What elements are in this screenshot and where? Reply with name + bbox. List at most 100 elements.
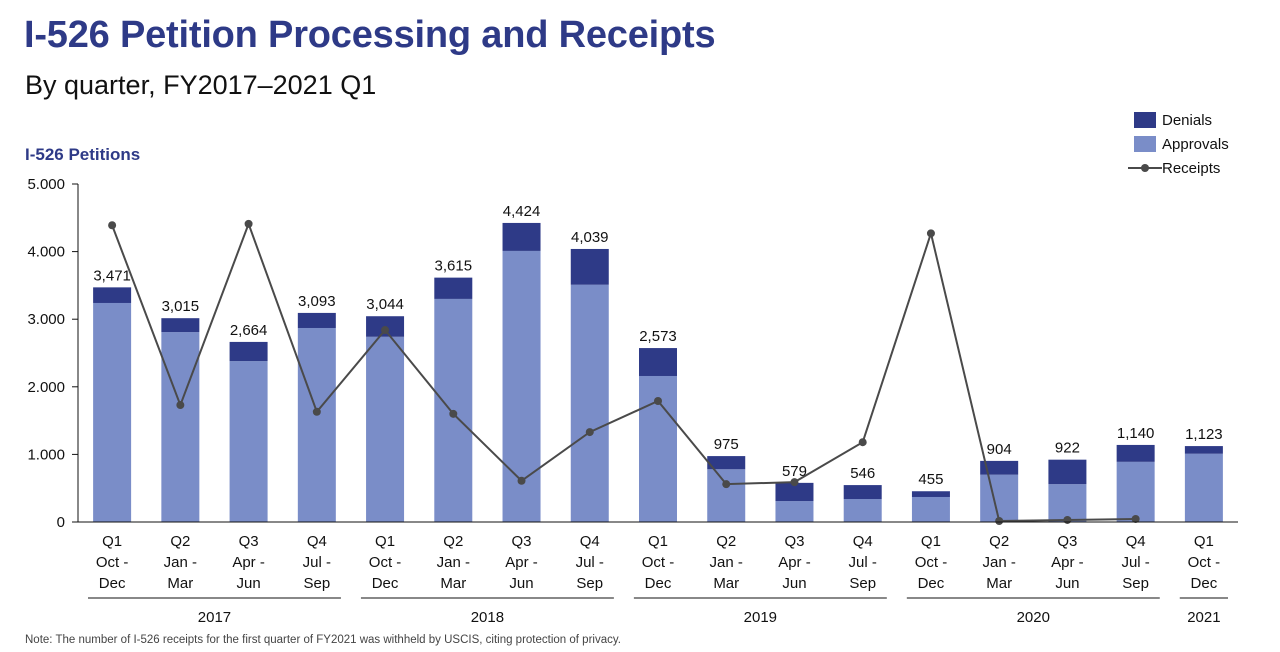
receipts-point xyxy=(108,221,117,230)
receipts-point xyxy=(790,478,799,487)
x-tick-label-quarter: Q1 xyxy=(1194,533,1214,550)
bar-approvals xyxy=(297,327,336,522)
x-tick-label-months-start: Jul - xyxy=(1121,554,1149,571)
chart-title: I-526 Petition Processing and Receipts xyxy=(24,14,716,56)
x-tick-label-quarter: Q4 xyxy=(580,533,600,550)
receipts-point xyxy=(176,401,185,410)
footnote: Note: The number of I-526 receipts for t… xyxy=(25,634,621,646)
bars xyxy=(93,222,1223,522)
bar-denials xyxy=(570,248,609,285)
legend-swatch-approvals xyxy=(1134,136,1156,152)
x-tick-label-months-end: Dec xyxy=(918,575,945,592)
legend-line-marker-receipts xyxy=(1128,160,1162,176)
data-label-total: 3,093 xyxy=(298,293,336,310)
data-labels: 3,471 3,015 2,664 3,093 3,044 3,615 4,424 4,039… xyxy=(93,203,1222,488)
x-tick-label-quarter: Q3 xyxy=(784,533,804,550)
bar-approvals xyxy=(1184,453,1223,522)
bar-denials xyxy=(707,456,746,470)
y-tick-label: 3.000 xyxy=(27,311,65,328)
data-label-total: 4,039 xyxy=(571,229,609,246)
x-tick-label-months-start: Oct - xyxy=(915,554,948,571)
data-label-total: 3,015 xyxy=(162,298,200,315)
bar-approvals xyxy=(1116,461,1155,522)
x-tick-label-months-start: Jan - xyxy=(710,554,743,571)
x-tick-label-months-end: Dec xyxy=(99,575,126,592)
x-tick-label-quarter: Q1 xyxy=(921,533,941,550)
receipts-line-path xyxy=(111,221,1136,522)
receipts-point xyxy=(517,476,526,485)
receipts-point xyxy=(858,438,867,447)
x-tick-label-months-end: Mar xyxy=(713,575,739,592)
x-tick-label-months-end: Jun xyxy=(236,575,260,592)
year-group-label: 2019 xyxy=(744,609,777,626)
x-tick-label-quarter: Q1 xyxy=(648,533,668,550)
x-tick-label-quarter: Q4 xyxy=(1126,533,1146,550)
data-label-total: 975 xyxy=(714,436,739,453)
x-tick-label-months-start: Apr - xyxy=(1051,554,1084,571)
legend-swatch-denials xyxy=(1134,112,1156,128)
x-tick-label-months-start: Oct - xyxy=(96,554,129,571)
data-label-total: 3,044 xyxy=(366,296,404,313)
bar-denials xyxy=(93,287,132,303)
legend-item-receipts: Receipts xyxy=(1128,156,1229,180)
legend-label-receipts: Receipts xyxy=(1162,159,1221,177)
receipts-point xyxy=(1063,515,1072,524)
data-label-total: 1,140 xyxy=(1117,425,1155,442)
legend-label-denials: Denials xyxy=(1162,111,1213,129)
x-tick-label-months-end: Dec xyxy=(372,575,399,592)
x-tick-label-months-end: Dec xyxy=(1191,575,1218,592)
data-label-total: 4,424 xyxy=(503,203,541,220)
bar-approvals xyxy=(161,332,200,522)
x-tick-label-months-start: Apr - xyxy=(505,554,538,571)
bar-approvals xyxy=(366,336,405,522)
x-tick-label-months-end: Mar xyxy=(986,575,1012,592)
bar-approvals xyxy=(911,496,950,522)
x-tick-label-months-start: Jul - xyxy=(849,554,877,571)
data-label-total: 922 xyxy=(1055,440,1080,457)
chart-subtitle: By quarter, FY2017–2021 Q1 xyxy=(25,70,377,100)
receipts-point xyxy=(449,409,458,418)
x-tick-label-months-start: Jul - xyxy=(576,554,604,571)
x-tick-label-months-end: Jun xyxy=(509,575,533,592)
y-tick-label: 0 xyxy=(57,514,65,531)
data-label-total: 3,615 xyxy=(435,258,473,275)
x-tick-label-quarter: Q3 xyxy=(512,533,532,550)
y-tick-label: 5.000 xyxy=(27,176,65,193)
bar-denials xyxy=(161,318,200,333)
data-label-total: 3,471 xyxy=(93,267,131,284)
year-group-label: 2017 xyxy=(198,609,231,626)
y-axis-title: I-526 Petitions xyxy=(25,145,141,164)
legend-item-denials: Denials xyxy=(1128,108,1229,132)
receipts-point xyxy=(585,428,594,437)
receipts-point xyxy=(312,407,321,416)
x-tick-label-months-end: Sep xyxy=(1122,575,1149,592)
data-label-total: 2,573 xyxy=(639,328,677,345)
x-tick-label-months-end: Sep xyxy=(303,575,330,592)
bar-denials xyxy=(775,482,814,502)
bar-denials xyxy=(1048,459,1087,485)
bar-denials xyxy=(229,341,268,362)
x-tick-label-quarter: Q2 xyxy=(443,533,463,550)
x-tick-label-quarter: Q3 xyxy=(1057,533,1077,550)
x-tick-label-months-start: Jan - xyxy=(437,554,470,571)
bar-approvals xyxy=(93,302,132,522)
x-tick-label-months-start: Apr - xyxy=(778,554,811,571)
bar-approvals xyxy=(980,474,1019,522)
y-tick-label: 2.000 xyxy=(27,379,65,396)
x-tick-label-quarter: Q2 xyxy=(170,533,190,550)
x-tick-label-months-end: Dec xyxy=(645,575,672,592)
bar-denials xyxy=(639,348,677,376)
x-tick-label-months-end: Sep xyxy=(576,575,603,592)
data-label-total: 1,123 xyxy=(1185,426,1223,443)
legend-item-approvals: Approvals xyxy=(1128,132,1229,156)
receipts-point xyxy=(722,480,731,489)
bar-approvals xyxy=(570,284,609,522)
x-tick-label-months-start: Oct - xyxy=(1188,554,1221,571)
year-group-label: 2021 xyxy=(1187,609,1220,626)
legend-label-approvals: Approvals xyxy=(1162,135,1229,153)
receipts-point xyxy=(654,396,662,405)
x-tick-label-months-end: Mar xyxy=(440,575,466,592)
x-tick-label-quarter: Q2 xyxy=(716,533,736,550)
x-tick-label-months-start: Jan - xyxy=(982,554,1015,571)
